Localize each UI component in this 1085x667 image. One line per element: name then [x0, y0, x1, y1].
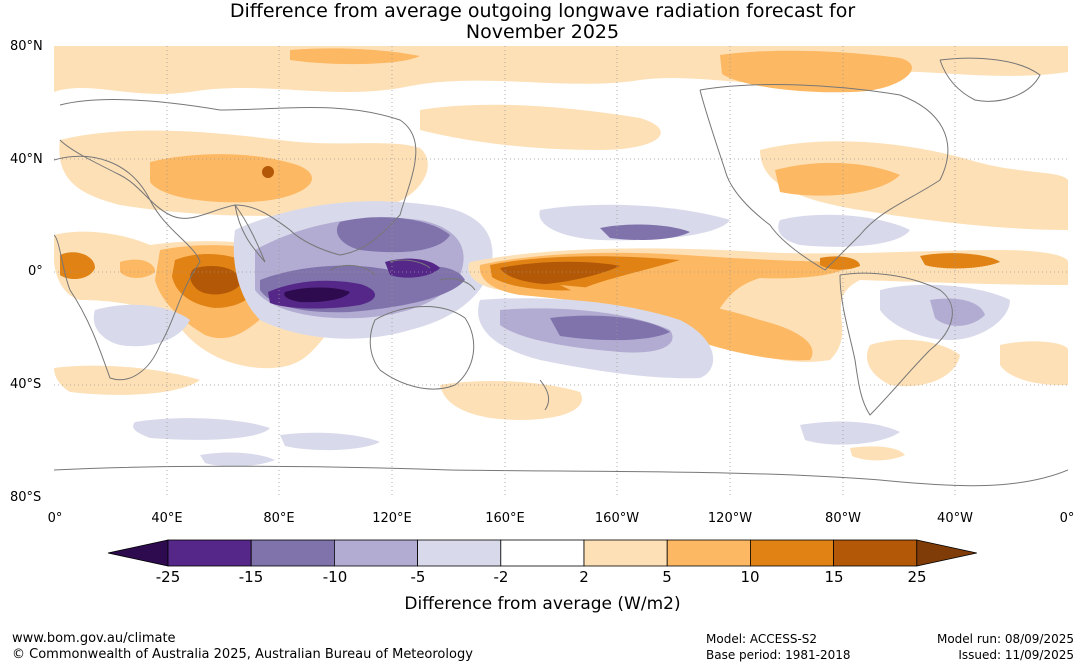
lon-label: 0°	[1059, 511, 1075, 526]
colorbar-segment	[833, 539, 918, 567]
anomaly-region	[850, 446, 905, 461]
anomaly-region	[420, 104, 661, 150]
lon-label: 80°W	[825, 511, 861, 526]
colorbar-segment	[250, 539, 335, 567]
colorbar-tick-label: -25	[155, 568, 181, 586]
anomaly-region	[93, 304, 190, 347]
lat-label: 80°S	[10, 490, 42, 505]
colorbar-tick-label: -5	[410, 568, 426, 586]
coastline-africa	[54, 155, 201, 381]
coastline-north-america	[699, 84, 949, 271]
colorbar-tick-label: -10	[322, 568, 348, 586]
lon-label: 120°W	[707, 511, 753, 526]
footer-copyright: © Commonwealth of Australia 2025, Austra…	[12, 647, 473, 662]
anomaly-region	[560, 285, 813, 361]
anomaly-region	[920, 253, 1000, 269]
anomaly-region	[600, 224, 690, 240]
footer-website: www.bom.gov.au/climate	[12, 631, 176, 646]
colorbar-segment	[167, 539, 252, 567]
anomaly-region	[280, 432, 380, 451]
colorbar-extend-low	[107, 539, 169, 567]
lat-label: 0°	[28, 264, 43, 279]
colorbar-segment	[750, 539, 835, 567]
anomaly-region	[150, 154, 312, 203]
coastline-australia	[369, 305, 475, 390]
colorbar-tick-label: 10	[740, 568, 760, 586]
lon-label: 120°E	[372, 511, 412, 526]
colorbar-title: Difference from average (W/m2)	[404, 594, 681, 614]
colorbar-segment	[666, 539, 751, 567]
anomaly-region	[54, 365, 200, 395]
colorbar-tick-label: -15	[238, 568, 264, 586]
anomaly-region	[120, 259, 155, 278]
anomaly-region	[385, 258, 440, 278]
footer-issued: Issued: 11/09/2025	[958, 648, 1074, 662]
anomaly-fields	[54, 46, 1068, 467]
anomaly-region	[778, 214, 910, 247]
anomaly-region	[1000, 341, 1068, 386]
colorbar-tick-label: 2	[579, 568, 589, 586]
footer-model-run: Model run: 08/09/2025	[936, 632, 1074, 646]
anomaly-region	[550, 315, 670, 341]
colorbar-segment	[583, 539, 668, 567]
anomaly-region	[820, 256, 860, 270]
colorbar-tick-label: 15	[824, 568, 844, 586]
anomaly-region	[336, 217, 450, 253]
lon-label: 160°W	[594, 511, 640, 526]
chart-title-line-2: November 2025	[465, 21, 620, 43]
colorbar-tick-label: 25	[907, 568, 927, 586]
anomaly-region	[720, 50, 912, 93]
chart-title-line-1: Difference from average outgoing longwav…	[229, 0, 856, 22]
anomaly-region	[290, 48, 420, 65]
coastline-maritime	[329, 259, 476, 291]
anomaly-region	[200, 452, 275, 467]
colorbar-tick-label: 5	[662, 568, 672, 586]
lat-label: 40°N	[10, 152, 43, 167]
anomaly-region	[262, 166, 274, 178]
coastline-greenland	[939, 57, 1041, 102]
coastline-india	[234, 204, 266, 263]
graticule	[54, 46, 1068, 498]
coastline-eurasia	[59, 99, 417, 256]
anomaly-region	[866, 339, 960, 387]
coastline-antarctica	[54, 465, 1068, 487]
anomaly-region	[500, 261, 620, 284]
lon-label: 40°W	[937, 511, 973, 526]
colorbar-extend-high	[916, 539, 977, 567]
coastlines	[54, 57, 1068, 487]
anomaly-region	[775, 162, 900, 196]
lon-label: 160°E	[485, 511, 525, 526]
colorbar	[107, 539, 977, 567]
colorbar-tick-label: -2	[493, 568, 509, 586]
anomaly-region	[800, 421, 900, 445]
anomaly-region	[930, 298, 985, 326]
footer-base-period: Base period: 1981-2018	[706, 648, 851, 662]
lon-label: 40°E	[151, 511, 183, 526]
lat-label: 80°N	[10, 39, 43, 54]
coastline-south-america	[839, 272, 953, 416]
anomaly-region	[284, 287, 350, 303]
anomaly-region	[190, 265, 242, 295]
coastline-new-zealand	[539, 379, 550, 411]
lat-label: 40°S	[10, 377, 42, 392]
colorbar-segment	[417, 539, 502, 567]
colorbar-segment	[333, 539, 418, 567]
footer-model: Model: ACCESS-S2	[706, 632, 818, 646]
lon-label: 80°E	[263, 511, 295, 526]
colorbar-segment	[500, 539, 585, 567]
lon-label: 0°	[47, 511, 63, 526]
